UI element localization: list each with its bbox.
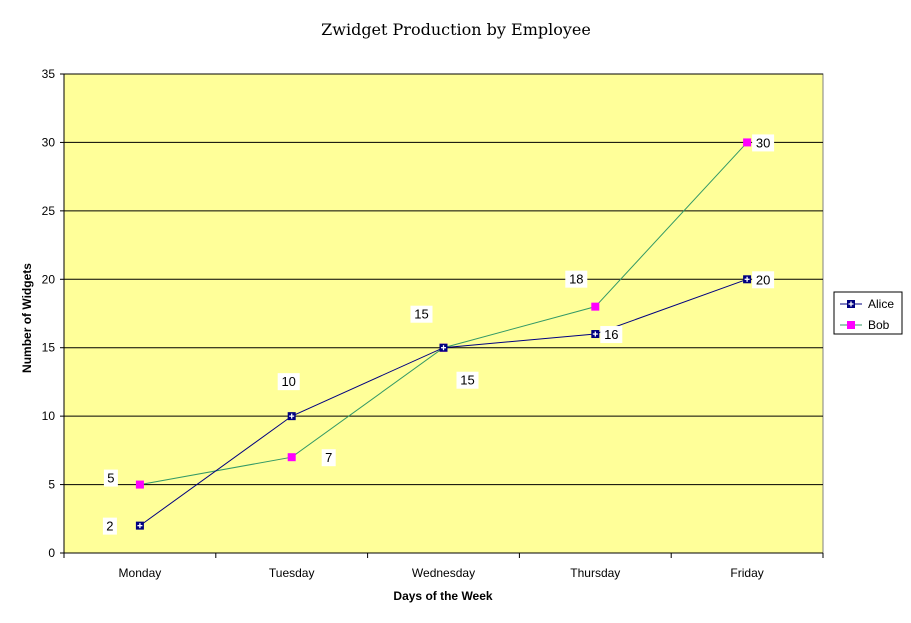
y-tick-label: 10 bbox=[42, 409, 56, 423]
plot-area bbox=[63, 73, 824, 554]
legend-marker-alice bbox=[847, 300, 855, 308]
x-tick-label: Wednesday bbox=[412, 566, 475, 580]
y-tick-label: 15 bbox=[42, 341, 56, 355]
data-label-bg bbox=[565, 270, 588, 288]
legend: Alice Bob bbox=[833, 291, 903, 335]
y-tick-label: 0 bbox=[48, 546, 55, 560]
data-label-alice: 2 bbox=[106, 519, 113, 534]
data-point-alice bbox=[135, 521, 144, 530]
x-axis-title: Days of the Week bbox=[393, 589, 492, 603]
data-label-bg bbox=[600, 326, 623, 344]
data-label-bg bbox=[277, 373, 300, 391]
y-tick-label: 35 bbox=[42, 67, 56, 81]
x-tick-label: Thursday bbox=[570, 566, 620, 580]
x-tick-label: Monday bbox=[119, 566, 162, 580]
data-label-alice: 16 bbox=[604, 327, 618, 342]
y-tick-label: 5 bbox=[48, 478, 55, 492]
legend-marker-bob bbox=[847, 321, 855, 329]
legend-box bbox=[833, 291, 903, 335]
data-label-bg bbox=[456, 371, 479, 389]
marker-box bbox=[135, 480, 144, 489]
marker-box bbox=[287, 453, 296, 462]
y-tick-label: 30 bbox=[42, 135, 56, 149]
chart-title: Zwidget Production by Employee bbox=[321, 20, 591, 39]
data-point-alice bbox=[439, 343, 448, 352]
data-labels: 2 10 15 16 20 5 7 15 18 30 bbox=[102, 134, 775, 535]
data-point-bob bbox=[287, 453, 296, 462]
x-tick-label: Friday bbox=[730, 566, 763, 580]
data-label-bg bbox=[752, 134, 775, 152]
data-label-bg bbox=[102, 517, 117, 535]
marker-box bbox=[591, 302, 600, 311]
y-axis-title: Number of Widgets bbox=[20, 263, 34, 373]
legend-label-bob: Bob bbox=[868, 318, 890, 332]
data-label-alice: 15 bbox=[460, 373, 474, 388]
data-label-bob: 5 bbox=[107, 471, 114, 486]
data-label-bob: 7 bbox=[325, 450, 332, 465]
data-label-bg bbox=[752, 271, 775, 289]
data-label-bg bbox=[103, 469, 118, 487]
series-group bbox=[135, 138, 752, 530]
data-label-bg bbox=[410, 305, 433, 323]
y-tick-label: 20 bbox=[42, 272, 56, 286]
data-point-alice bbox=[743, 275, 752, 284]
marker-box bbox=[743, 138, 752, 147]
x-tick-label: Tuesday bbox=[269, 566, 315, 580]
y-tick-label: 25 bbox=[42, 204, 56, 218]
data-label-bg bbox=[321, 449, 336, 467]
data-label-bob: 15 bbox=[414, 307, 428, 322]
data-label-alice: 10 bbox=[281, 374, 295, 389]
data-point-alice bbox=[591, 330, 600, 339]
marker-box bbox=[847, 321, 855, 329]
data-point-alice bbox=[287, 412, 296, 421]
data-label-alice: 20 bbox=[756, 272, 770, 287]
data-label-bob: 18 bbox=[569, 272, 583, 287]
legend-label-alice: Alice bbox=[868, 297, 894, 311]
data-point-bob bbox=[591, 302, 600, 311]
data-point-bob bbox=[743, 138, 752, 147]
data-point-bob bbox=[135, 480, 144, 489]
data-label-bob: 30 bbox=[756, 135, 770, 150]
